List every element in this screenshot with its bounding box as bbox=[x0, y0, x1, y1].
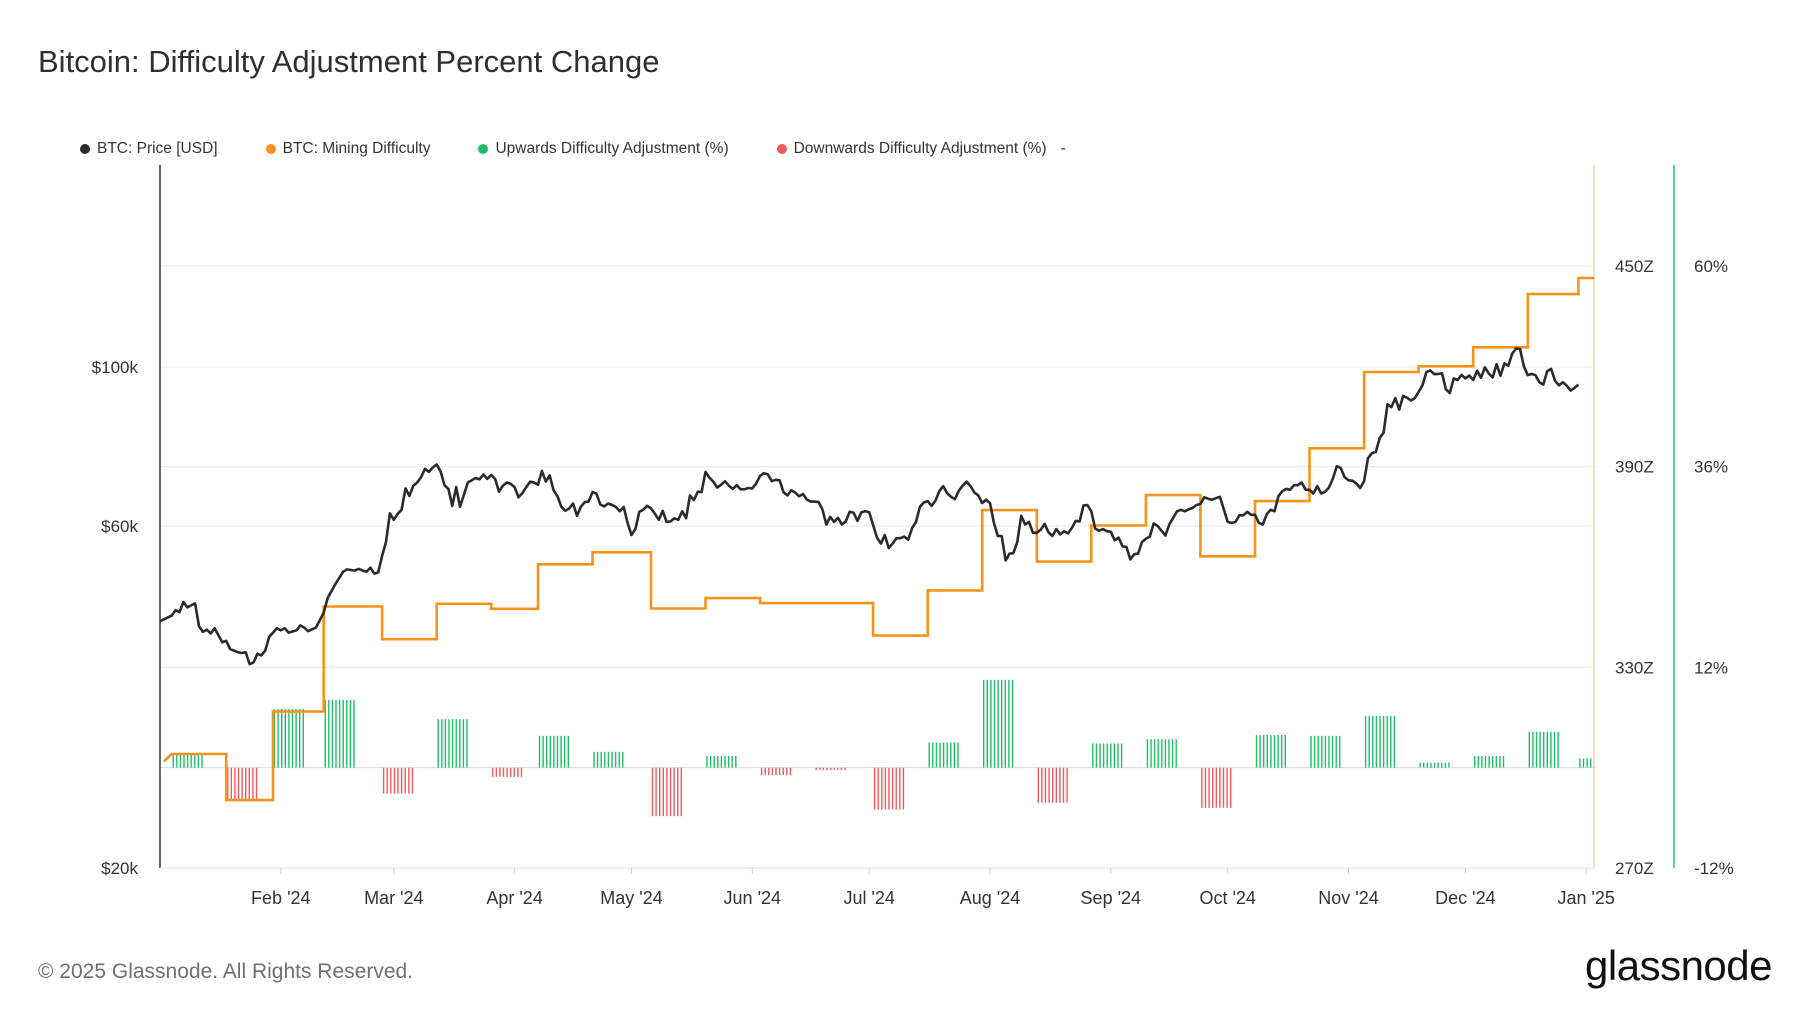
chart-title: Bitcoin: Difficulty Adjustment Percent C… bbox=[38, 44, 660, 79]
downwards-bar-8 bbox=[1201, 767, 1232, 808]
upwards-bar-11 bbox=[1255, 735, 1287, 768]
legend-dot-difficulty bbox=[265, 144, 276, 154]
x-tick-label-7: Sep '24 bbox=[1081, 888, 1142, 908]
x-tick-label-1: Mar '24 bbox=[364, 888, 423, 908]
downwards-adjustment-bars bbox=[226, 767, 1232, 817]
upwards-bar-15 bbox=[1473, 755, 1505, 768]
downwards-bar-7 bbox=[1037, 767, 1068, 803]
legend-label-upwards: Upwards Difficulty Adjustment (%) bbox=[495, 140, 729, 157]
x-tick-label-9: Nov '24 bbox=[1318, 888, 1378, 908]
downwards-bar-4 bbox=[760, 767, 792, 776]
pct-tick-label-1: 12% bbox=[1694, 658, 1728, 677]
x-tick-label-2: Apr '24 bbox=[486, 888, 542, 908]
upwards-bar-13 bbox=[1364, 715, 1396, 768]
difficulty-tick-label-3: 450Z bbox=[1615, 257, 1654, 276]
downwards-bar-5 bbox=[815, 767, 846, 771]
legend-label-difficulty: BTC: Mining Difficulty bbox=[282, 140, 431, 157]
upwards-bar-2 bbox=[324, 699, 355, 768]
legend-dot-upwards bbox=[478, 144, 489, 154]
upwards-adjustment-bars bbox=[172, 679, 1592, 768]
upwards-bar-1 bbox=[273, 709, 304, 768]
upwards-bar-9 bbox=[1092, 743, 1123, 768]
upwards-bar-16 bbox=[1528, 731, 1559, 768]
difficulty-tick-label-2: 390Z bbox=[1615, 458, 1654, 477]
difficulty-tick-label-0: 270Z bbox=[1615, 859, 1654, 878]
upwards-bar-12 bbox=[1310, 735, 1341, 768]
legend-item-downwards[interactable]: Downwards Difficulty Adjustment (%) - bbox=[776, 140, 1066, 158]
x-tick-label-6: Aug '24 bbox=[960, 888, 1021, 908]
price-tick-label-0: $20k bbox=[101, 859, 138, 878]
mining-difficulty-line bbox=[163, 276, 1594, 802]
legend-item-upwards[interactable]: Upwards Difficulty Adjustment (%) bbox=[478, 140, 729, 158]
upwards-bar-3 bbox=[437, 719, 468, 768]
legend-label-downwards: Downwards Difficulty Adjustment (%) bbox=[793, 140, 1047, 157]
upwards-bar-10 bbox=[1146, 739, 1177, 768]
downwards-bar-0 bbox=[226, 767, 258, 802]
x-tick-label-11: Jan '25 bbox=[1557, 888, 1614, 908]
pct-tick-label-3: 60% bbox=[1694, 257, 1728, 276]
legend-label-price: BTC: Price [USD] bbox=[97, 140, 218, 157]
downwards-bar-2 bbox=[492, 767, 523, 777]
upwards-bar-17 bbox=[1579, 758, 1592, 768]
downwards-bar-1 bbox=[382, 767, 414, 794]
copyright-footer: © 2025 Glassnode. All Rights Reserved. bbox=[38, 960, 414, 983]
legend-dot-price bbox=[80, 144, 90, 154]
upwards-bar-5 bbox=[593, 751, 624, 768]
x-tick-label-0: Feb '24 bbox=[251, 888, 310, 908]
legend: BTC: Price [USD] BTC: Mining Difficulty … bbox=[80, 140, 1114, 158]
legend-item-difficulty[interactable]: BTC: Mining Difficulty bbox=[265, 140, 431, 158]
price-tick-label-1: $60k bbox=[101, 517, 138, 536]
downwards-bar-3 bbox=[651, 767, 682, 817]
x-tick-label-5: Jul '24 bbox=[843, 888, 894, 908]
glassnode-logo: glassnode bbox=[1585, 942, 1772, 989]
upwards-bar-4 bbox=[538, 735, 569, 768]
upwards-bar-0 bbox=[172, 753, 203, 768]
upwards-bar-6 bbox=[706, 755, 737, 768]
x-tick-label-3: May '24 bbox=[600, 888, 662, 908]
pct-tick-label-2: 36% bbox=[1694, 458, 1728, 477]
btc-price-line bbox=[159, 347, 1580, 666]
downwards-bar-6 bbox=[873, 767, 905, 810]
legend-dot-downwards bbox=[776, 144, 787, 154]
upwards-bar-8 bbox=[983, 679, 1014, 768]
x-tick-label-10: Dec '24 bbox=[1435, 888, 1495, 908]
upwards-bar-7 bbox=[928, 742, 959, 768]
legend-item-price[interactable]: BTC: Price [USD] bbox=[80, 140, 218, 158]
difficulty-tick-label-1: 330Z bbox=[1615, 658, 1654, 677]
x-tick-label-4: Jun '24 bbox=[724, 888, 781, 908]
price-tick-label-2: $100k bbox=[92, 358, 139, 377]
upwards-bar-14 bbox=[1419, 762, 1450, 768]
pct-tick-label-0: -12% bbox=[1694, 859, 1734, 878]
x-tick-label-8: Oct '24 bbox=[1199, 888, 1255, 908]
legend-extra: - bbox=[1060, 140, 1066, 157]
